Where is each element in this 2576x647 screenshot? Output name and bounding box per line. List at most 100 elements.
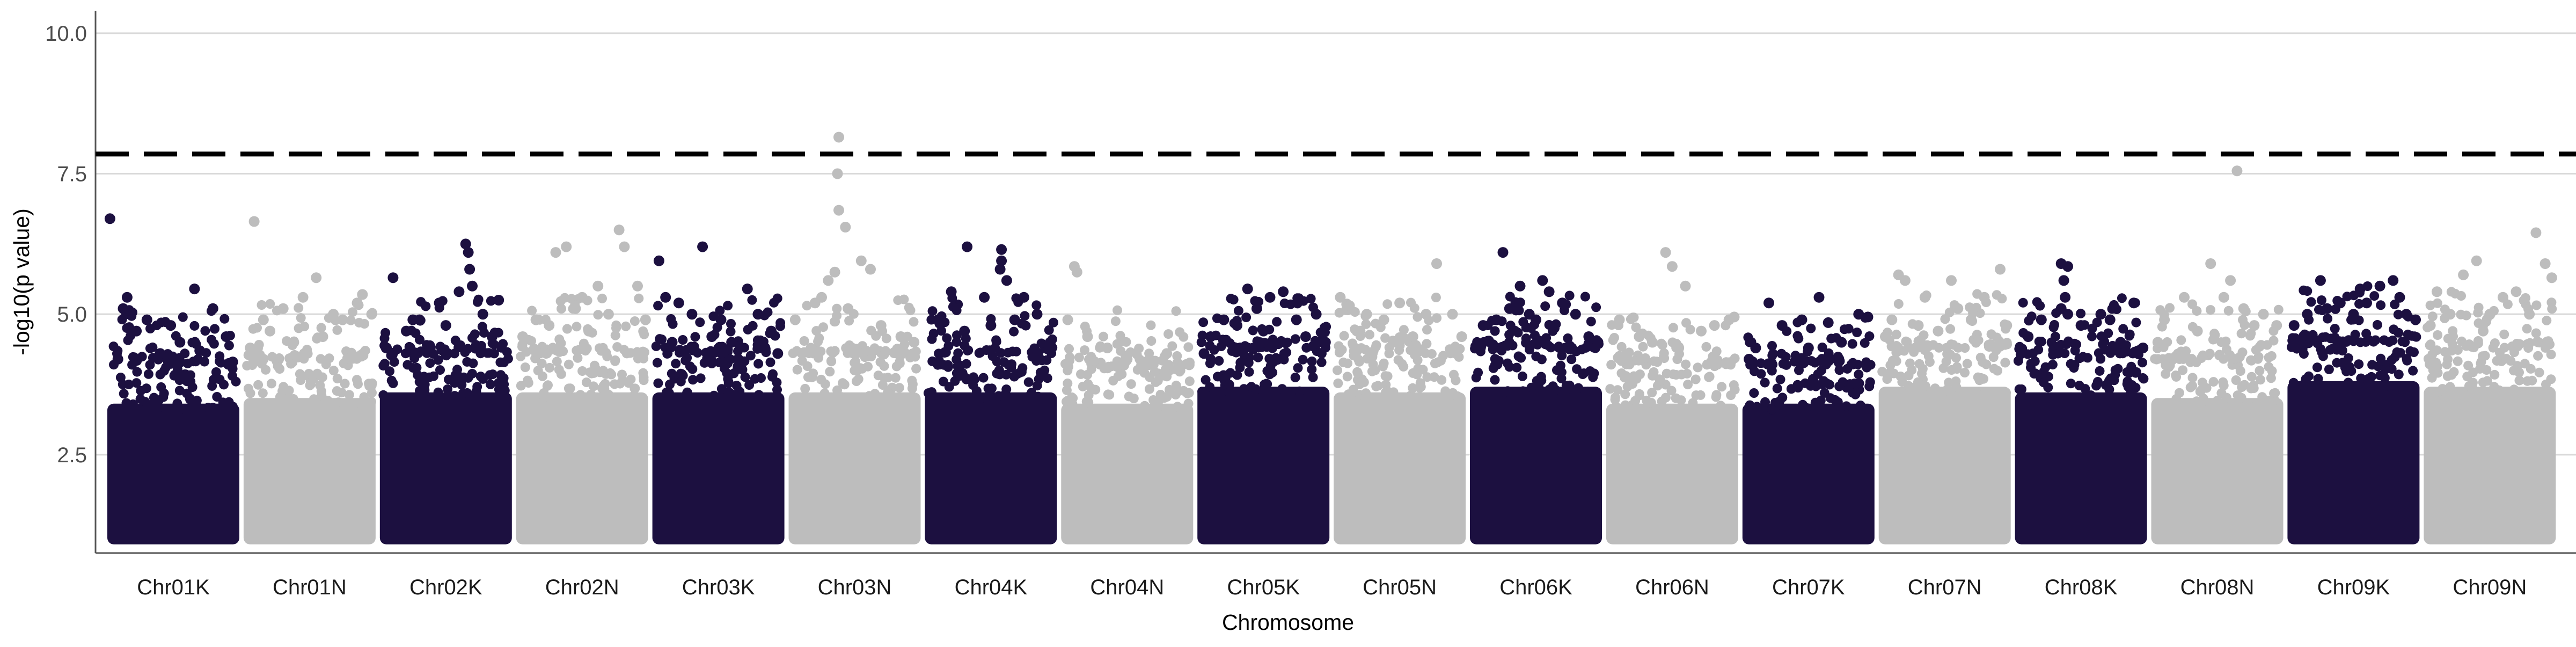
data-point — [378, 390, 389, 400]
data-point — [1082, 331, 1093, 342]
data-point — [1413, 355, 1423, 365]
data-point — [1255, 337, 1265, 347]
data-point — [833, 205, 844, 216]
chromosome-group-Chr01N — [242, 216, 377, 544]
data-point — [2221, 336, 2231, 346]
data-point — [985, 320, 997, 331]
data-point — [1962, 359, 1972, 369]
data-point — [716, 348, 726, 359]
data-point — [132, 367, 142, 377]
data-point — [941, 347, 951, 358]
data-point — [119, 389, 129, 399]
dense-point-mass — [2287, 381, 2420, 544]
data-point — [104, 213, 115, 224]
data-point — [2107, 340, 2118, 351]
data-point — [112, 353, 123, 365]
data-point — [348, 307, 357, 317]
data-point — [2432, 298, 2442, 308]
data-point — [468, 358, 478, 368]
data-point — [1864, 331, 1875, 341]
data-point — [1431, 293, 1441, 302]
data-point — [1183, 342, 1194, 352]
data-point — [1537, 275, 1548, 286]
data-point — [2348, 336, 2359, 346]
data-point — [1825, 380, 1834, 390]
data-point — [1490, 375, 1500, 385]
data-point — [2124, 368, 2134, 378]
data-point — [1306, 294, 1316, 304]
data-point — [1992, 332, 2002, 343]
data-point — [484, 392, 494, 403]
data-point — [1243, 358, 1254, 368]
y-tick-labels: 2.5 5.0 7.5 10.0 — [45, 22, 87, 467]
data-point — [1775, 374, 1785, 384]
data-point — [621, 321, 631, 331]
data-point — [552, 357, 562, 367]
data-point — [952, 330, 962, 340]
data-point — [2304, 371, 2314, 381]
data-point — [2533, 351, 2543, 361]
data-point — [630, 316, 640, 326]
data-point — [1198, 317, 1209, 328]
data-point — [1760, 397, 1770, 407]
data-point — [2161, 369, 2171, 379]
chromosome-group-Chr03N — [788, 132, 921, 544]
data-point — [851, 357, 861, 367]
data-point — [962, 346, 972, 356]
data-point — [2125, 329, 2135, 339]
data-point — [1316, 357, 1327, 367]
data-point — [1062, 396, 1072, 406]
data-point — [772, 377, 782, 388]
data-point — [1583, 341, 1593, 352]
data-point — [1291, 314, 1302, 325]
data-point — [1060, 359, 1070, 369]
data-point — [562, 324, 572, 334]
data-point — [1315, 328, 1326, 338]
data-point — [2375, 370, 2385, 381]
data-point — [575, 390, 586, 400]
data-point — [754, 390, 764, 400]
data-point — [1150, 367, 1160, 377]
data-point — [2488, 343, 2498, 353]
data-point — [1886, 341, 1897, 352]
data-point — [1823, 317, 1834, 328]
data-point — [1290, 373, 1300, 382]
data-point — [2198, 350, 2208, 360]
data-point — [1965, 314, 1977, 325]
data-point — [1421, 348, 1430, 358]
data-point — [1634, 355, 1644, 366]
data-point — [1064, 344, 1074, 354]
data-point — [638, 326, 648, 336]
data-point — [1394, 297, 1406, 309]
chromosome-group-Chr09K — [2287, 275, 2421, 544]
data-point — [1975, 308, 1985, 318]
data-point — [1803, 343, 1814, 353]
data-point — [861, 346, 872, 356]
data-point — [2473, 318, 2484, 328]
data-point — [543, 380, 553, 390]
data-point — [1854, 378, 1864, 388]
data-point — [1043, 392, 1053, 403]
data-point — [2001, 320, 2012, 331]
data-point — [1678, 404, 1688, 415]
data-point — [2394, 292, 2405, 303]
data-point — [962, 241, 973, 252]
data-point — [996, 348, 1006, 358]
data-point — [1883, 368, 1893, 379]
data-point — [1235, 343, 1245, 352]
data-point — [2453, 356, 2463, 366]
data-point — [688, 375, 698, 385]
data-point — [2072, 339, 2081, 350]
data-point — [2264, 352, 2274, 362]
data-point — [266, 379, 276, 389]
data-point — [496, 370, 506, 380]
data-point — [1146, 320, 1156, 330]
data-point — [2000, 358, 2010, 368]
data-point — [159, 366, 169, 376]
data-point — [209, 339, 219, 349]
data-point — [2062, 309, 2073, 320]
data-point — [401, 325, 412, 337]
data-point — [1806, 323, 1816, 333]
data-point — [470, 329, 480, 339]
data-point — [1933, 325, 1944, 337]
